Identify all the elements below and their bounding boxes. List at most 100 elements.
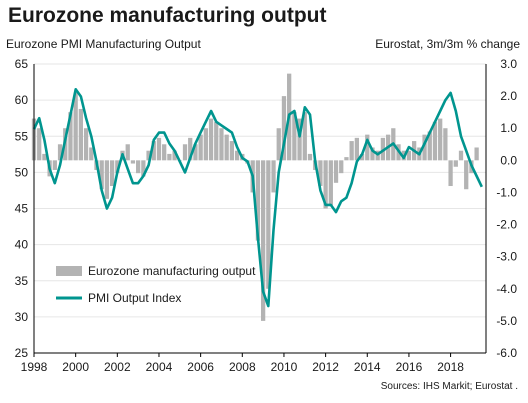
output-bar [260, 160, 266, 321]
output-bar [339, 160, 344, 174]
output-bar [188, 137, 193, 161]
output-bar [344, 157, 349, 161]
output-bar [302, 112, 307, 161]
output-bar [68, 112, 73, 161]
right-tick-label: -3.0 [496, 250, 517, 264]
right-tick-label: 1.0 [500, 121, 517, 135]
right-tick-label: -4.0 [496, 282, 517, 296]
x-tick-label: 2012 [312, 360, 339, 374]
output-bar [162, 144, 167, 161]
x-tick-label: 2008 [229, 360, 256, 374]
right-tick-label: 3.0 [500, 57, 517, 71]
right-tick-label: -6.0 [496, 346, 517, 360]
x-tick-label: 2002 [104, 360, 131, 374]
output-bar [136, 160, 141, 174]
output-bar [208, 118, 214, 161]
output-bar [328, 160, 333, 206]
output-bar [365, 134, 370, 161]
right-tick-label: -5.0 [496, 314, 517, 328]
x-tick-label: 2014 [354, 360, 381, 374]
left-tick-label: 45 [15, 202, 29, 216]
legend-bar-label: Eurozone manufacturing output [88, 264, 256, 278]
output-bar [297, 118, 302, 161]
output-bar [42, 153, 47, 161]
x-tick-label: 1998 [21, 360, 48, 374]
output-bar [182, 144, 188, 161]
left-tick-label: 60 [15, 93, 29, 107]
right-tick-label: -2.0 [496, 218, 517, 232]
right-tick-label: 2.0 [500, 89, 517, 103]
output-bar [229, 141, 235, 161]
output-bar [458, 150, 464, 161]
output-bar [427, 131, 432, 161]
output-bar [52, 160, 57, 170]
left-tick-label: 55 [15, 129, 29, 143]
output-bar [83, 128, 89, 161]
left-tick-label: 35 [15, 274, 29, 288]
output-bar [281, 96, 287, 161]
axes: 25 30 35 40 45 50 55 60 65 -6.0 -5.0 -4.0 -3.0 -2.0 -1… [15, 57, 518, 374]
output-bar [172, 150, 177, 161]
output-bar [214, 121, 219, 161]
right-axis-label: Eurostat, 3m/3m % change [375, 37, 520, 51]
output-bar [57, 144, 63, 161]
output-bar [422, 134, 427, 161]
output-bar [438, 118, 443, 161]
x-tick-label: 2018 [437, 360, 464, 374]
x-tick-label: 2010 [271, 360, 298, 374]
output-bar [432, 121, 438, 161]
output-bar [234, 150, 240, 161]
output-bar [104, 160, 110, 199]
left-tick-label: 30 [15, 310, 29, 324]
output-bar [474, 147, 479, 161]
output-bar [318, 160, 323, 187]
output-bar [276, 128, 281, 161]
pmi-line-layer [32, 88, 483, 308]
output-bar [203, 128, 208, 161]
output-bar [271, 160, 276, 193]
x-tick-label: 2004 [146, 360, 173, 374]
output-bar [99, 160, 104, 190]
output-bar [292, 112, 297, 161]
output-bar [156, 137, 162, 161]
output-bar [146, 150, 151, 161]
output-bar [349, 141, 354, 161]
output-bar [78, 108, 84, 161]
output-bar [464, 160, 469, 190]
output-bar [406, 150, 412, 161]
output-bar [73, 92, 78, 161]
output-bar [443, 128, 448, 161]
output-bar [266, 160, 271, 289]
output-bar [125, 144, 130, 161]
output-bar [255, 160, 261, 241]
left-tick-label: 65 [15, 57, 29, 71]
output-bar [448, 160, 453, 187]
source-note: Sources: IHS Markit; Eurostat . [380, 381, 518, 392]
output-bar [141, 160, 146, 177]
left-tick-label: 25 [15, 346, 29, 360]
output-bar [219, 128, 224, 161]
output-bar [130, 160, 136, 164]
output-bar [89, 147, 94, 161]
x-tick-label: 2000 [62, 360, 89, 374]
legend-bar-swatch [56, 266, 82, 276]
output-bar [453, 160, 458, 167]
left-tick-label: 40 [15, 238, 29, 252]
left-axis-label: Eurozone PMI Manufacturing Output [6, 37, 201, 51]
output-bar [370, 147, 375, 161]
output-bar [380, 137, 386, 161]
left-tick-label: 50 [15, 165, 29, 179]
x-tick-label: 2016 [396, 360, 423, 374]
output-bar [307, 153, 313, 161]
output-bar [115, 160, 120, 174]
output-bar [37, 128, 42, 161]
output-bar [323, 160, 328, 209]
right-tick-label: -1.0 [496, 185, 517, 199]
legend: Eurozone manufacturing output PMI Output… [56, 264, 256, 305]
output-bar [151, 141, 156, 161]
output-bar [193, 144, 198, 161]
output-bar [224, 134, 229, 161]
pmi-line [32, 88, 483, 308]
right-tick-label: 0.0 [500, 153, 517, 167]
